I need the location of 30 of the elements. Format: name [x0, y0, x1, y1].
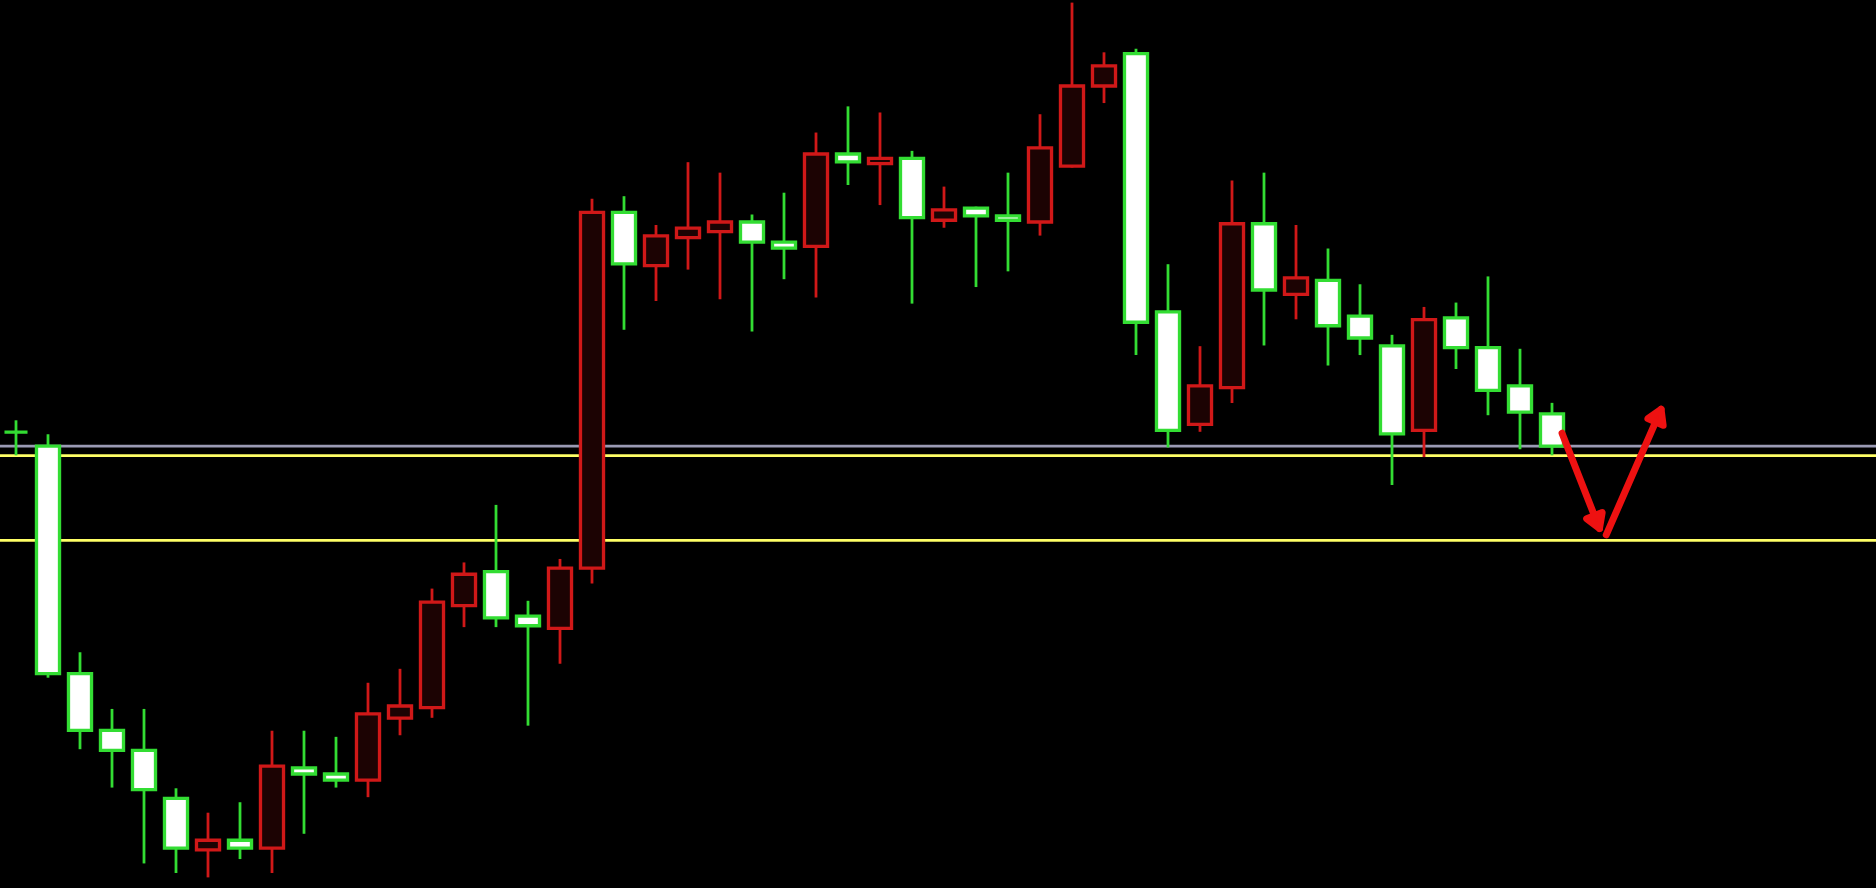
candlestick: [1538, 402, 1566, 456]
candlestick: [834, 106, 862, 186]
candlestick: [322, 736, 350, 788]
candlestick: [866, 112, 894, 206]
candlestick: [130, 708, 158, 864]
candlestick: [962, 206, 990, 288]
candlestick: [290, 730, 318, 834]
candlestick: [194, 812, 222, 878]
candlestick: [2, 420, 30, 456]
candlestick: [674, 162, 702, 270]
candlestick: [738, 214, 766, 332]
candlestick: [482, 504, 510, 628]
candlestick: [226, 802, 254, 860]
candlestick: [1506, 348, 1534, 450]
candlestick: [1090, 52, 1118, 104]
candlestick: [98, 708, 126, 788]
candlestick: [706, 172, 734, 300]
candlestick: [1442, 302, 1470, 370]
candlestick: [642, 224, 670, 301]
candlestick: [386, 668, 414, 736]
candlestick: [450, 562, 478, 628]
candlestick: [1314, 248, 1342, 366]
candlestick: [1346, 284, 1374, 356]
candlestick: [1186, 346, 1214, 432]
candlestick: [994, 172, 1022, 272]
candlestick: [1282, 224, 1310, 320]
candlestick: [770, 192, 798, 280]
candlestick: [1474, 276, 1502, 416]
candlestick: [930, 186, 958, 228]
candlestick: [514, 600, 542, 726]
